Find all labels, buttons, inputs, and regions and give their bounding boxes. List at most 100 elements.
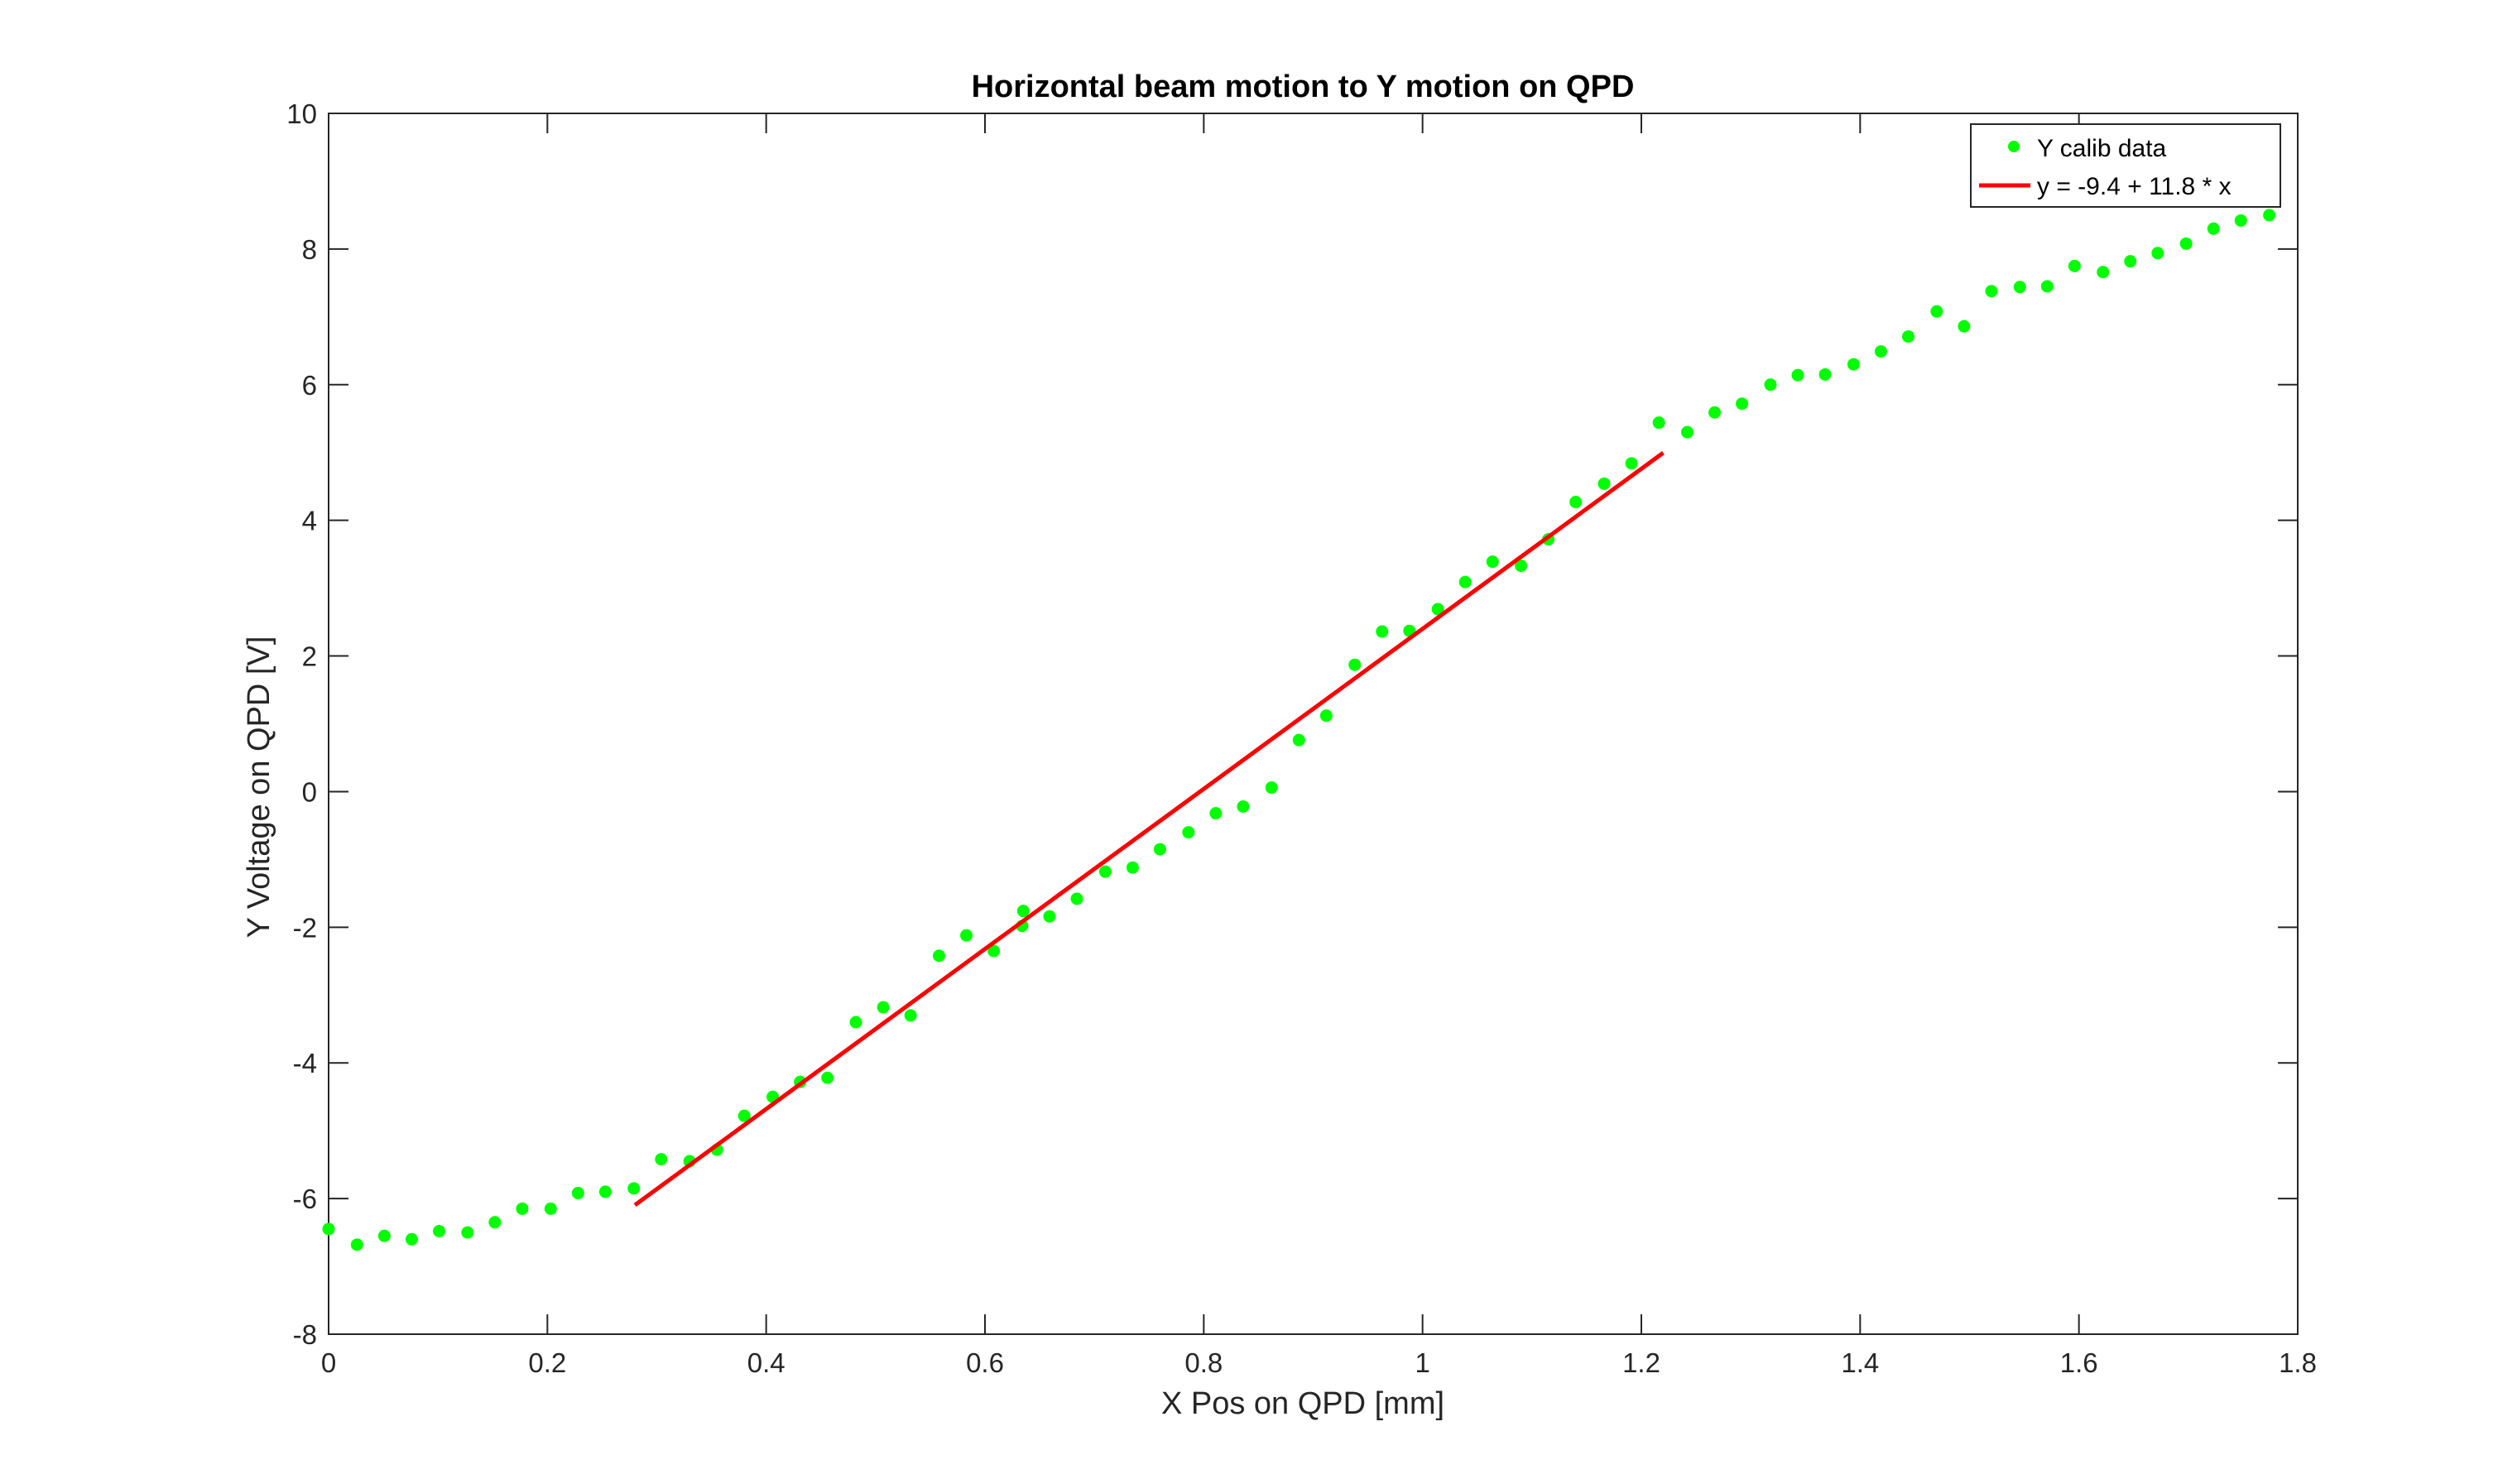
data-point (655, 1153, 668, 1166)
data-point (1515, 560, 1528, 573)
x-tick-label: 0.6 (966, 1347, 1004, 1378)
data-point (2040, 280, 2054, 293)
x-tick-label: 0 (321, 1347, 336, 1378)
x-tick-label: 1.4 (1841, 1347, 1879, 1378)
x-tick-label: 1.6 (2060, 1347, 2098, 1378)
y-tick-label: 2 (302, 641, 317, 672)
y-tick-label: 4 (302, 506, 317, 536)
data-point (1209, 807, 1223, 820)
y-tick-label: -8 (293, 1319, 317, 1350)
data-point (2013, 281, 2026, 294)
x-tick-label: 1 (1415, 1347, 1429, 1378)
plot-area (328, 113, 2299, 1335)
y-tick-label: -2 (293, 912, 317, 943)
data-point (1292, 733, 1305, 747)
data-point (737, 1109, 751, 1122)
data-point (987, 944, 1001, 958)
data-point (1874, 345, 1887, 358)
data-point (544, 1202, 557, 1215)
legend-box (1970, 123, 2281, 208)
data-point (2234, 214, 2247, 227)
data-point (849, 1016, 862, 1029)
data-point (1070, 892, 1083, 905)
data-point (1431, 603, 1444, 616)
y-axis-label: Y Voltage on QPD [V] (242, 636, 276, 939)
data-point (1901, 330, 1914, 343)
x-tick-label: 1.2 (1622, 1347, 1660, 1378)
data-point (1818, 367, 1832, 381)
data-point (2207, 222, 2220, 235)
data-point (1016, 905, 1030, 918)
data-point (2151, 247, 2164, 260)
data-point (1625, 457, 1638, 470)
y-tick-label: 10 (286, 98, 317, 129)
data-point (598, 1185, 612, 1198)
x-axis-label: X Pos on QPD [mm] (1161, 1386, 1444, 1421)
plot-box (328, 113, 2299, 1335)
data-point (1376, 625, 1389, 638)
data-point (877, 1001, 890, 1014)
data-point (516, 1202, 529, 1215)
data-point (432, 1224, 445, 1237)
data-layer (322, 209, 2276, 1251)
data-point (1985, 285, 1998, 298)
legend: Y calib data y = -9.4 + 11.8 * x (1970, 123, 2281, 208)
data-point (1652, 416, 1665, 430)
x-tick-label: 0.2 (528, 1347, 566, 1378)
data-point (1597, 477, 1611, 490)
y-tick-label: 6 (302, 370, 317, 401)
y-tick-label: -4 (293, 1048, 317, 1078)
legend-label-y-calib-data: Y calib data (2037, 135, 2167, 162)
legend-label-fit: y = -9.4 + 11.8 * x (2037, 173, 2232, 200)
data-point (1764, 378, 1777, 391)
data-point (2179, 237, 2193, 250)
data-point (1043, 910, 1056, 923)
data-point (1319, 709, 1333, 723)
data-point (1736, 397, 1749, 411)
y-tick-label: 8 (302, 234, 317, 265)
data-point (627, 1182, 641, 1195)
data-point (322, 1222, 335, 1236)
axes-layer: 0 0.2 0.4 0.6 0.8 1 1.2 1.4 1.6 1.8 -8 -6 -4 -2 0 2 4 6 8 1… (286, 98, 2317, 1378)
data-point (1348, 658, 1362, 671)
data-point (1182, 826, 1195, 839)
data-point (461, 1226, 474, 1239)
data-point (1958, 319, 1971, 333)
data-point (571, 1187, 584, 1200)
data-point (2097, 266, 2110, 279)
data-point (1847, 358, 1860, 371)
data-point (1153, 843, 1166, 856)
data-point (1126, 861, 1139, 874)
data-point (932, 949, 945, 963)
data-point (1791, 368, 1804, 382)
y-tick-label: 0 (302, 776, 317, 807)
data-point (2068, 259, 2081, 272)
data-point (2263, 209, 2276, 222)
data-point (960, 929, 973, 942)
y-tick-label: -6 (293, 1184, 317, 1214)
data-point (1458, 575, 1472, 588)
data-point (1265, 781, 1278, 795)
x-tick-label: 0.8 (1184, 1347, 1223, 1378)
data-point (1681, 425, 1694, 439)
data-point (904, 1009, 917, 1022)
data-point (2124, 255, 2137, 268)
data-point (405, 1232, 418, 1246)
data-point (1486, 555, 1499, 569)
legend-marker-y-calib-data (2008, 141, 2020, 152)
data-point (377, 1229, 391, 1242)
data-point (821, 1071, 834, 1084)
fit-line (633, 451, 1665, 1207)
data-point (1708, 406, 1722, 419)
x-tick-label: 0.4 (747, 1347, 785, 1378)
chart-title: Horizontal beam motion to Y motion on QP… (972, 70, 1635, 104)
data-point (1569, 496, 1583, 509)
x-tick-label: 1.8 (2279, 1347, 2317, 1378)
data-point (350, 1238, 363, 1251)
data-point (1237, 800, 1250, 813)
data-point (1930, 305, 1943, 318)
data-point (488, 1216, 502, 1229)
data-point (1098, 865, 1112, 878)
